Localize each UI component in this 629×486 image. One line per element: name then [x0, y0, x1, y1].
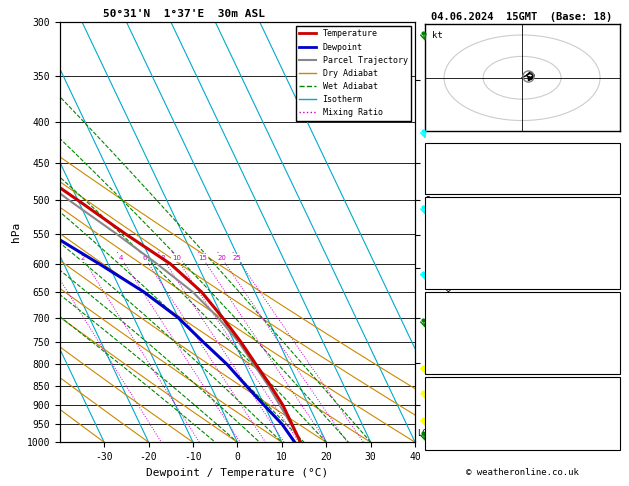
- Text: 6: 6: [143, 255, 147, 261]
- Text: θₑ(K): θₑ(K): [430, 240, 459, 249]
- Text: 04.06.2024  15GMT  (Base: 18): 04.06.2024 15GMT (Base: 18): [431, 12, 613, 22]
- Text: 15: 15: [198, 255, 207, 261]
- Text: 20: 20: [217, 255, 226, 261]
- Text: 12: 12: [605, 409, 616, 418]
- Text: 4: 4: [611, 336, 616, 346]
- Text: K: K: [430, 148, 435, 157]
- Text: 312: 312: [599, 323, 616, 332]
- Text: 302°: 302°: [593, 424, 616, 433]
- Text: CIN (J): CIN (J): [430, 364, 470, 373]
- Legend: Temperature, Dewpoint, Parcel Trajectory, Dry Adiabat, Wet Adiabat, Isotherm, Mi: Temperature, Dewpoint, Parcel Trajectory…: [296, 26, 411, 121]
- Text: 2: 2: [81, 255, 85, 261]
- Text: kt: kt: [432, 31, 443, 40]
- Text: 2.53: 2.53: [593, 180, 616, 190]
- Text: 312: 312: [599, 240, 616, 249]
- Text: 12.9: 12.9: [593, 227, 616, 236]
- Text: 10: 10: [172, 255, 181, 261]
- Text: CAPE (J): CAPE (J): [430, 350, 476, 359]
- Text: Surface: Surface: [502, 200, 542, 208]
- Text: Mixing Ratio (g/kg): Mixing Ratio (g/kg): [445, 202, 454, 304]
- Text: CIN (J): CIN (J): [430, 279, 470, 288]
- Text: Dewp (°C): Dewp (°C): [430, 227, 481, 236]
- Text: EH: EH: [430, 395, 441, 404]
- Text: Most Unstable: Most Unstable: [485, 295, 559, 303]
- Text: Lifted Index: Lifted Index: [430, 336, 499, 346]
- Text: StmSpd (kt): StmSpd (kt): [430, 438, 493, 448]
- Text: 9: 9: [611, 438, 616, 448]
- Text: 25: 25: [233, 255, 242, 261]
- Text: 4: 4: [119, 255, 123, 261]
- Text: 0: 0: [611, 364, 616, 373]
- Text: © weatheronline.co.uk: © weatheronline.co.uk: [465, 468, 579, 477]
- X-axis label: Dewpoint / Temperature (°C): Dewpoint / Temperature (°C): [147, 468, 328, 478]
- Text: PW (cm): PW (cm): [430, 180, 470, 190]
- Text: StmDir: StmDir: [430, 424, 464, 433]
- Text: Pressure (mb): Pressure (mb): [430, 309, 504, 318]
- Text: 950: 950: [599, 309, 616, 318]
- Text: 8: 8: [160, 255, 165, 261]
- Text: Temp (°C): Temp (°C): [430, 214, 481, 223]
- Text: 14.2: 14.2: [593, 214, 616, 223]
- Text: 5: 5: [611, 253, 616, 262]
- Text: 0: 0: [611, 266, 616, 275]
- Text: 13: 13: [605, 395, 616, 404]
- Text: CAPE (J): CAPE (J): [430, 266, 476, 275]
- Text: LCL: LCL: [418, 429, 432, 438]
- Text: Hodograph: Hodograph: [496, 380, 548, 388]
- Text: 50°31'N  1°37'E  30m ASL: 50°31'N 1°37'E 30m ASL: [103, 9, 265, 19]
- Text: 23: 23: [605, 148, 616, 157]
- Text: θₑ (K): θₑ (K): [430, 323, 464, 332]
- Text: 45: 45: [605, 164, 616, 174]
- Text: Lifted Index: Lifted Index: [430, 253, 499, 262]
- Y-axis label: hPa: hPa: [11, 222, 21, 242]
- Text: Totals Totals: Totals Totals: [430, 164, 504, 174]
- Text: 0: 0: [611, 279, 616, 288]
- Text: SREH: SREH: [430, 409, 453, 418]
- Text: 0: 0: [611, 350, 616, 359]
